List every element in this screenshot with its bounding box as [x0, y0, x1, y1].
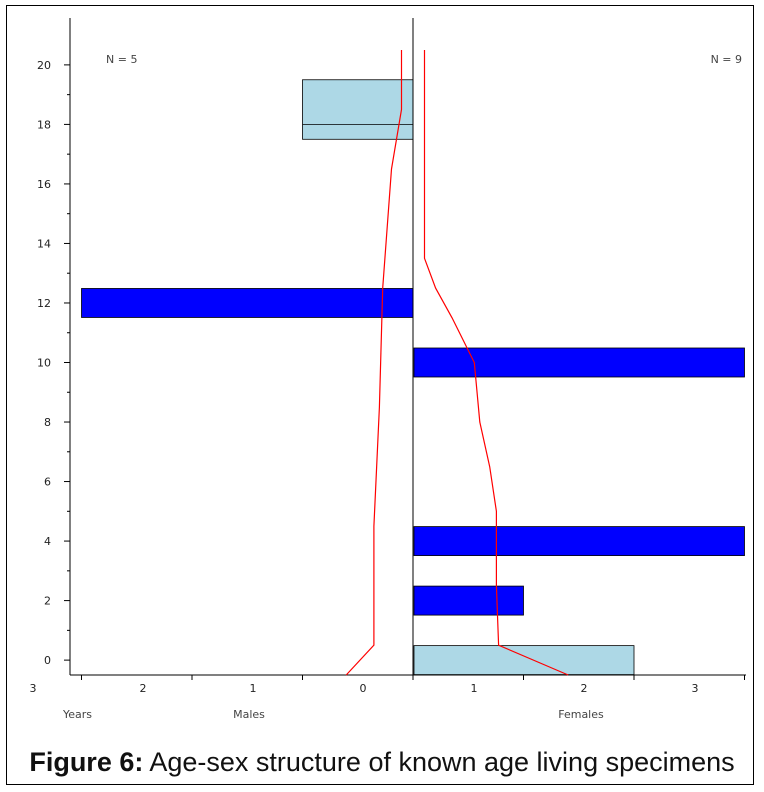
male-bar	[81, 288, 414, 318]
figure-caption: Figure 6: Age-sex structure of known age…	[0, 747, 764, 778]
male-bar	[302, 79, 414, 140]
female-curve	[423, 50, 569, 676]
y-tick-label: 18	[37, 118, 51, 131]
x-tick-label: 2	[581, 682, 588, 695]
figure-frame	[6, 5, 754, 785]
y-tick-label: 0	[44, 654, 51, 667]
male-count-label: N = 5	[106, 53, 137, 66]
y-tick-label: 8	[44, 416, 51, 429]
x-tick-label: 0	[360, 682, 367, 695]
y-tick-label: 12	[37, 297, 51, 310]
y-tick-label: 20	[37, 59, 51, 72]
female-bar	[413, 645, 635, 676]
caption-text: Age-sex structure of known age living sp…	[143, 747, 735, 777]
female-bar	[413, 585, 524, 616]
female-count-label: N = 9	[711, 53, 742, 66]
x-label-females: Females	[558, 708, 604, 721]
caption-label: Figure 6:	[29, 747, 144, 777]
male-curve	[345, 50, 403, 676]
x-tick-label: 1	[250, 682, 257, 695]
y-tick-label: 4	[44, 535, 51, 548]
y-tick-label: 16	[37, 178, 51, 191]
x-label-years: Years	[62, 708, 92, 721]
female-bar	[413, 347, 745, 378]
x-tick-label: 2	[140, 682, 147, 695]
female-bar	[413, 526, 745, 556]
y-tick-label: 14	[37, 237, 51, 250]
x-label-males: Males	[233, 708, 265, 721]
y-tick-label: 10	[37, 357, 51, 370]
x-tick-label: 1	[471, 682, 478, 695]
x-tick-label: 3	[692, 682, 699, 695]
x-tick-label: 3	[30, 682, 37, 695]
y-tick-label: 6	[44, 476, 51, 489]
y-tick-label: 2	[44, 595, 51, 608]
